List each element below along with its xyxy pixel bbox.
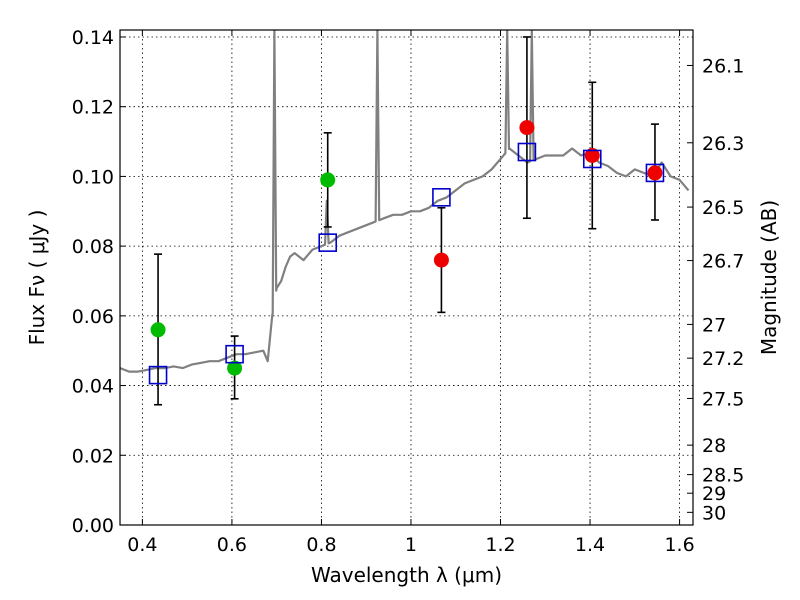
- y-tick-label: 0.08: [72, 236, 114, 258]
- y2-tick-label: 27: [702, 314, 726, 336]
- observed-point: [519, 120, 535, 136]
- y-tick-label: 0.10: [72, 166, 114, 188]
- y2-tick-label: 26.1: [702, 55, 744, 77]
- x-tick-label: 0.6: [217, 534, 247, 556]
- data-markers: [148, 120, 665, 385]
- y-tick-label: 0.12: [72, 97, 114, 119]
- model-flux-square: [225, 344, 244, 364]
- observed-point: [647, 165, 663, 181]
- observed-point: [150, 322, 166, 338]
- x-tick-label: 0.4: [127, 534, 157, 556]
- x-tick-label: 1: [405, 534, 417, 556]
- x-tick-label: 1.6: [664, 534, 694, 556]
- x-tick-label: 0.8: [306, 534, 336, 556]
- observed-point: [584, 147, 600, 163]
- y2-tick-label: 28: [702, 435, 726, 457]
- y2-tick-label: 26.5: [702, 197, 744, 219]
- y-tick-label: 0.14: [72, 27, 114, 49]
- y2-tick-label: 27.2: [702, 348, 744, 370]
- x-tick-label: 1.2: [485, 534, 515, 556]
- observed-point: [320, 172, 336, 188]
- y2-tick-label: 30: [702, 502, 726, 524]
- y-tick-label: 0.02: [72, 445, 114, 467]
- grid: [120, 30, 693, 526]
- y-tick-label: 0.00: [72, 515, 114, 537]
- model-flux-square: [318, 233, 338, 252]
- model-flux-square: [148, 365, 168, 385]
- y-tick-label: 0.04: [72, 376, 114, 398]
- x-tick-label: 1.4: [575, 534, 605, 556]
- y2-tick-label: 27.5: [702, 388, 744, 410]
- model-flux-square: [517, 142, 537, 162]
- y2-tick-label: 26.7: [702, 251, 744, 273]
- model-flux-square: [645, 163, 665, 183]
- observed-point: [433, 252, 449, 268]
- y-axis-label: Flux Fν ( μJy ): [25, 210, 49, 346]
- model-flux-square: [432, 188, 451, 207]
- plot-frame: [119, 29, 694, 526]
- y2-tick-label: 26.3: [702, 133, 744, 155]
- y-tick-label: 0.06: [72, 306, 114, 328]
- y2-axis-label: Magnitude (AB): [757, 200, 781, 355]
- x-axis-label: Wavelength λ (μm): [311, 563, 502, 587]
- model-flux-square: [582, 149, 602, 169]
- axis-ticks: 0.4 0.6 0.8 1 1.2 1.4 1.6 0.00 0.02 0.04 0.06 0.08 0…: [72, 27, 745, 556]
- y2-tick-label: 28.5: [702, 465, 744, 487]
- observed-point: [227, 360, 243, 376]
- y2-tick-label: 29: [702, 483, 726, 505]
